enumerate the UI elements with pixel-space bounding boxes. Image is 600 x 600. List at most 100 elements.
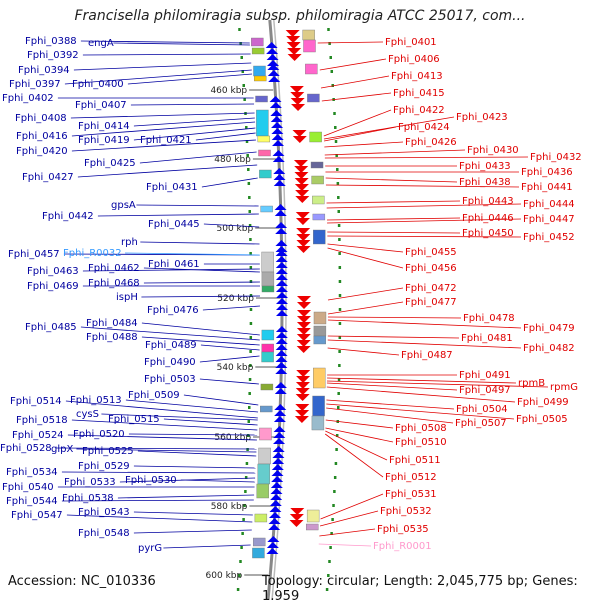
- gene-label-left: Fphi_0548: [78, 528, 130, 539]
- gene-label-right: Fphi_0482: [523, 343, 575, 354]
- minus-strand-arrow: [296, 296, 311, 303]
- gene-label-right: Fphi_0504: [456, 404, 508, 415]
- gene-feature-block: [313, 311, 327, 325]
- gene-leader-line-right: [324, 156, 529, 159]
- minus-strand-arrow: [293, 160, 308, 167]
- minus-strand-arrow: [296, 340, 311, 347]
- gene-leader-line-left: [143, 281, 260, 284]
- minus-strand-arrow: [295, 382, 310, 389]
- plus-strand-arrow: [273, 416, 286, 422]
- gene-label-left: Fphi_0485: [25, 322, 77, 333]
- gene-leader-line-right: [326, 407, 454, 424]
- gene-label-left: Fphi_0528: [0, 443, 52, 454]
- gene-label-left: rph: [121, 237, 138, 248]
- gene-feature-block: [305, 523, 319, 531]
- plus-strand-arrow: [266, 54, 279, 60]
- gene-label-right: Fphi_0508: [395, 423, 447, 434]
- gene-label-left: Fphi_0397: [9, 79, 61, 90]
- gene-leader-line-left: [133, 127, 256, 141]
- minus-strand-arrow: [285, 30, 300, 37]
- gene-label-left: Fphi_0425: [84, 158, 136, 169]
- gene-label-left: Fphi_0427: [22, 172, 74, 183]
- gene-leader-line-left: [130, 103, 255, 106]
- minus-strand-arrow: [296, 240, 311, 247]
- gene-leader-line-right: [325, 427, 394, 443]
- gene-label-left: Fphi_0544: [6, 496, 58, 507]
- plus-strand-arrow: [271, 128, 284, 134]
- gene-feature-block: [312, 213, 326, 221]
- gene-label-right: Fphi_0455: [405, 247, 457, 258]
- gene-leader-line-right: [327, 247, 404, 269]
- gene-label-right: rpmG: [550, 382, 578, 393]
- gene-leader-line-left: [55, 447, 257, 450]
- gene-label-right: Fphi_0532: [380, 506, 432, 517]
- gene-leader-line-right: [321, 92, 392, 102]
- accession-label: Accession: NC_010336: [8, 574, 156, 589]
- gene-label-left: pyrG: [138, 543, 162, 554]
- plus-strand-arrow: [273, 168, 286, 174]
- plus-strand-arrow: [274, 382, 287, 388]
- gene-feature-block: [261, 351, 274, 363]
- gene-leader-line-left: [133, 465, 256, 469]
- gene-label-left: Fphi_0503: [144, 374, 196, 385]
- minus-strand-arrow: [289, 514, 304, 521]
- minus-strand-arrow: [295, 212, 310, 219]
- gene-label-left: Fphi_0416: [16, 131, 68, 142]
- plus-strand-arrow: [267, 64, 280, 70]
- minus-strand-arrow: [296, 246, 311, 253]
- gene-label-left: Fphi_0442: [42, 211, 94, 222]
- gene-label-left: Fphi_0462: [88, 263, 140, 274]
- gene-feature-block: [313, 367, 326, 389]
- gene-feature-block: [253, 75, 267, 82]
- plus-strand-arrow: [270, 116, 283, 122]
- gene-leader-line-right: [327, 335, 460, 339]
- gene-feature-block: [307, 93, 320, 103]
- plus-strand-arrow: [267, 60, 280, 66]
- gene-feature-block: [254, 513, 268, 523]
- gene-feature-block: [259, 169, 272, 179]
- minus-strand-arrow: [296, 302, 311, 309]
- plus-strand-arrow: [275, 362, 288, 368]
- gene-label-right: Fphi_0446: [462, 213, 514, 224]
- gene-label-left: Fphi_0534: [6, 467, 58, 478]
- plus-strand-arrow: [271, 464, 284, 470]
- gene-feature-block: [251, 37, 264, 47]
- gene-leader-line-left: [77, 164, 258, 178]
- gene-leader-line-right: [327, 301, 404, 315]
- gene-leader-line-right: [326, 386, 516, 403]
- gene-leader-line-right: [325, 419, 394, 429]
- gene-leader-line-left: [141, 322, 260, 336]
- gene-feature-block: [261, 271, 275, 287]
- plus-strand-arrow: [275, 326, 288, 332]
- scale-label: 600 kbp: [206, 571, 243, 581]
- gene-label-right: Fphi_0433: [459, 161, 511, 172]
- gene-leader-line-right: [327, 339, 522, 349]
- gene-label-left: Fphi_0461: [148, 259, 200, 270]
- minus-strand-arrow: [296, 370, 311, 377]
- minus-strand-arrow: [294, 172, 309, 179]
- minus-strand-arrow: [296, 234, 311, 241]
- gene-label-right: Fphi_0401: [385, 37, 437, 48]
- gene-leader-line-left: [82, 53, 251, 56]
- gene-label-left: Fphi_0463: [27, 266, 79, 277]
- gene-leader-line-left: [124, 252, 260, 256]
- minus-strand-arrow: [295, 410, 310, 417]
- gene-leader-line-left: [141, 295, 261, 298]
- minus-strand-arrow: [286, 42, 301, 49]
- gene-leader-line-left: [163, 544, 251, 549]
- gene-label-left: Fphi_0489: [145, 340, 197, 351]
- plus-strand-arrow: [275, 250, 288, 256]
- gene-label-right: Fphi_0444: [523, 199, 575, 210]
- gene-label-right: Fphi_0450: [462, 228, 514, 239]
- gene-label-left: Fphi_0547: [11, 510, 63, 521]
- minus-strand-arrow: [292, 130, 307, 137]
- gene-feature-block: [260, 405, 273, 413]
- gene-leader-line-right: [327, 218, 522, 224]
- gene-label-right: Fphi_0472: [405, 283, 457, 294]
- gene-label-right: Fphi_0512: [385, 472, 437, 483]
- gene-leader-line-right: [325, 184, 520, 188]
- plus-strand-arrow: [269, 506, 282, 512]
- gene-label-left: glpX: [51, 444, 73, 455]
- plus-strand-arrow: [272, 452, 285, 458]
- gene-label-right: Fphi_0447: [523, 214, 575, 225]
